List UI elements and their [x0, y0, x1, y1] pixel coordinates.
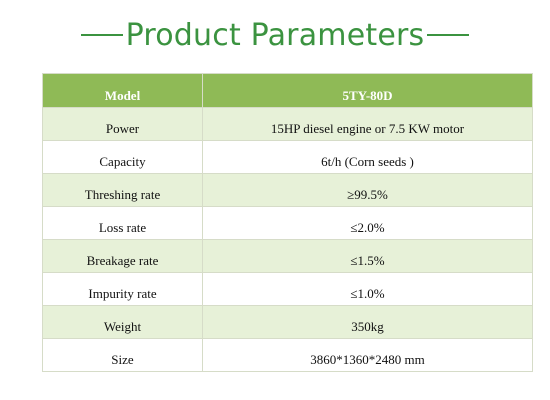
row-label: Impurity rate — [42, 272, 203, 306]
row-value: ≤2.0% — [202, 206, 533, 240]
row-label: Weight — [42, 305, 203, 339]
row-value: ≤1.5% — [202, 239, 533, 273]
table-row-breakage-rate: Breakage rate ≤1.5% — [42, 239, 533, 273]
row-label: Breakage rate — [42, 239, 203, 273]
page-title: Product Parameters — [0, 18, 550, 53]
row-label: Loss rate — [42, 206, 203, 240]
row-value: ≥99.5% — [202, 173, 533, 207]
parameters-table: Model 5TY-80D Power 15HP diesel engine o… — [42, 73, 533, 372]
table-row-power: Power 15HP diesel engine or 7.5 KW motor — [42, 107, 533, 141]
row-value: 6t/h (Corn seeds ) — [202, 140, 533, 174]
header-model-label: Model — [42, 73, 203, 108]
row-value: 3860*1360*2480 mm — [202, 338, 533, 372]
title-right-rule — [427, 33, 470, 36]
row-label: Power — [42, 107, 203, 141]
table-header-row: Model 5TY-80D — [42, 73, 533, 108]
table-row-threshing-rate: Threshing rate ≥99.5% — [42, 173, 533, 207]
row-label: Capacity — [42, 140, 203, 174]
table-row-loss-rate: Loss rate ≤2.0% — [42, 206, 533, 240]
header-model-value: 5TY-80D — [202, 73, 533, 108]
row-label: Size — [42, 338, 203, 372]
row-label: Threshing rate — [42, 173, 203, 207]
table-row-capacity: Capacity 6t/h (Corn seeds ) — [42, 140, 533, 174]
title-text: Product Parameters — [125, 18, 425, 53]
row-value: 350kg — [202, 305, 533, 339]
row-value: 15HP diesel engine or 7.5 KW motor — [202, 107, 533, 141]
title-left-rule — [80, 33, 123, 36]
table-row-weight: Weight 350kg — [42, 305, 533, 339]
table-row-impurity-rate: Impurity rate ≤1.0% — [42, 272, 533, 306]
row-value: ≤1.0% — [202, 272, 533, 306]
table-row-size: Size 3860*1360*2480 mm — [42, 338, 533, 372]
